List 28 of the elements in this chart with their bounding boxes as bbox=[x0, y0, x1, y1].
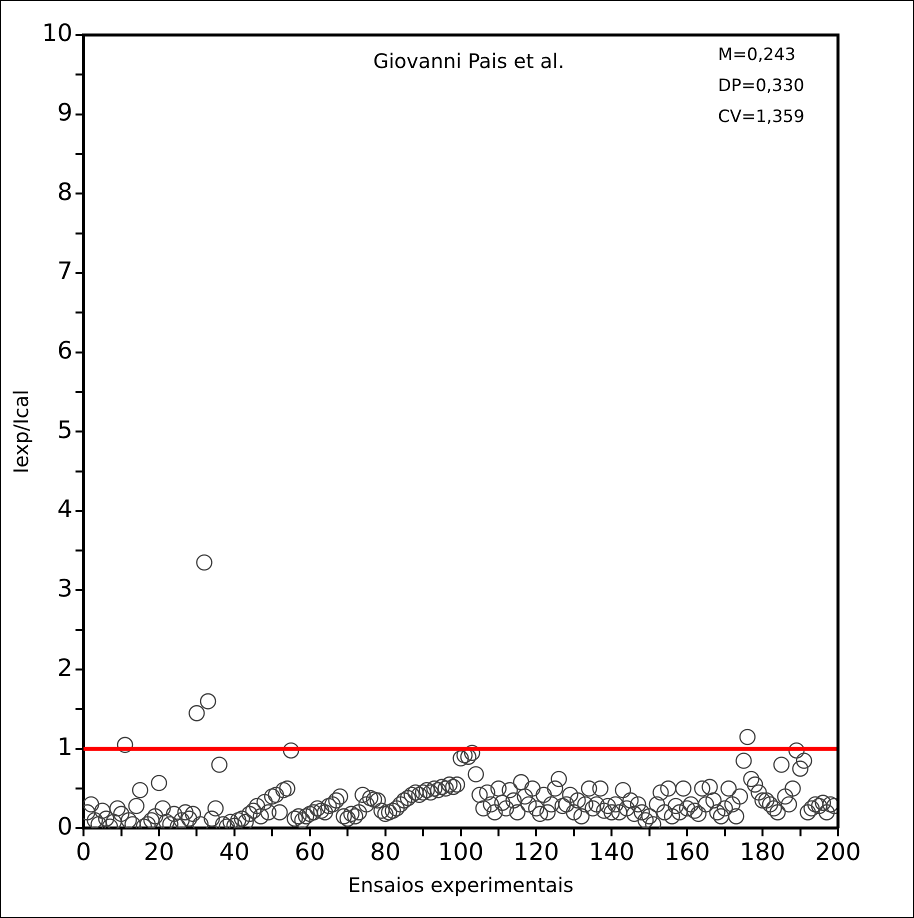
y-axis-title: Iexp/Ical bbox=[9, 390, 34, 474]
annotation: Giovanni Pais et al. bbox=[373, 49, 564, 74]
annotation: DP=0,330 bbox=[718, 76, 804, 96]
x-tick-label: 80 bbox=[370, 838, 401, 866]
x-tick-label: 100 bbox=[438, 838, 484, 866]
annotation: CV=1,359 bbox=[718, 106, 804, 127]
y-tick-label: 6 bbox=[57, 336, 73, 365]
x-tick-label: 20 bbox=[144, 838, 174, 866]
annotation: M=0,243 bbox=[718, 44, 796, 65]
x-tick-label: 160 bbox=[664, 838, 710, 866]
x-axis-title: Ensaios experimentais bbox=[348, 873, 574, 898]
y-tick-label: 2 bbox=[57, 654, 73, 682]
y-tick-label: 8 bbox=[57, 178, 73, 206]
y-tick-label: 9 bbox=[57, 98, 73, 127]
x-tick-label: 60 bbox=[294, 838, 326, 866]
y-tick-label: 7 bbox=[57, 257, 73, 286]
y-tick-label: 3 bbox=[57, 574, 73, 602]
x-tick-label: 140 bbox=[588, 838, 635, 866]
x-tick-label: 40 bbox=[219, 838, 250, 866]
x-tick-label: 120 bbox=[513, 838, 560, 866]
y-tick-label: 1 bbox=[57, 733, 73, 762]
x-tick-label: 180 bbox=[740, 838, 786, 866]
x-tick-label: 0 bbox=[76, 838, 92, 866]
y-tick-label: 5 bbox=[57, 416, 73, 444]
y-tick-label: 0 bbox=[57, 812, 73, 840]
y-tick-label: 10 bbox=[42, 19, 73, 48]
x-tick-label: 200 bbox=[815, 838, 861, 866]
y-tick-label: 4 bbox=[57, 495, 73, 524]
